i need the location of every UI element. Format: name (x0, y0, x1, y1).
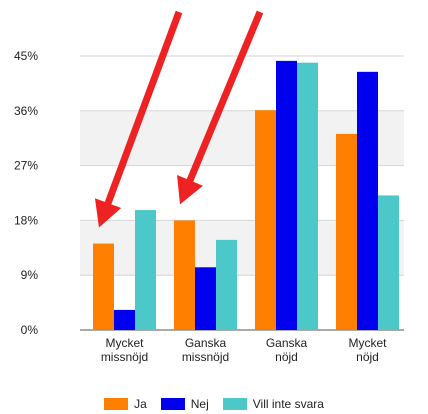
bar-ja (255, 110, 276, 331)
bar-vill-inte-svara (297, 62, 318, 330)
bar-vill-inte-svara (135, 210, 156, 330)
bar-nej (357, 71, 378, 330)
annotation-arrow-shaft (104, 10, 183, 207)
legend-label-nej: Nej (190, 397, 209, 411)
annotation-arrow-head (177, 175, 203, 205)
x-tick-label: Ganska nöjd (266, 336, 308, 364)
bar-ja (174, 220, 195, 330)
y-axis: 0% 9% 18% 27% 36% 45% (14, 49, 38, 337)
bar-nej (276, 60, 297, 330)
legend-item-nej: Nej (160, 397, 209, 411)
x-tick-label: Mycket missnöjd (101, 336, 148, 364)
legend-item-vill-inte-svara: Vill inte svara (222, 397, 324, 411)
bars (93, 60, 399, 331)
annotation-arrow-shaft (185, 10, 264, 184)
y-tick-label: 9% (21, 268, 39, 282)
legend-label-vill-inte-svara: Vill inte svara (252, 397, 324, 411)
legend-label-ja: Ja (134, 397, 147, 411)
bar-ja (336, 133, 357, 330)
y-tick-label: 36% (14, 104, 38, 118)
legend-item-ja: Ja (104, 397, 147, 411)
x-axis: Mycket missnöjd Ganska missnöjd Ganska nöjd My… (101, 336, 387, 364)
bar-ja (93, 243, 114, 330)
legend: Ja Nej Vill inte svara (0, 396, 428, 412)
annotation-arrows (94, 10, 264, 228)
legend-swatch-vill-inte-svara (222, 398, 247, 410)
bar-vill-inte-svara (216, 239, 237, 330)
bar-nej (195, 267, 216, 330)
bar-nej (114, 309, 135, 330)
bar-vill-inte-svara (378, 195, 399, 330)
y-tick-label: 45% (14, 49, 38, 63)
y-tick-label: 0% (21, 323, 39, 337)
x-tick-label: Mycket nöjd (348, 336, 387, 364)
y-tick-label: 18% (14, 213, 38, 227)
annotation-arrow-head (94, 198, 122, 228)
x-tick-label: Ganska missnöjd (182, 336, 229, 364)
y-tick-label: 27% (14, 159, 38, 173)
legend-swatch-nej (160, 398, 185, 410)
legend-swatch-ja (104, 398, 129, 410)
